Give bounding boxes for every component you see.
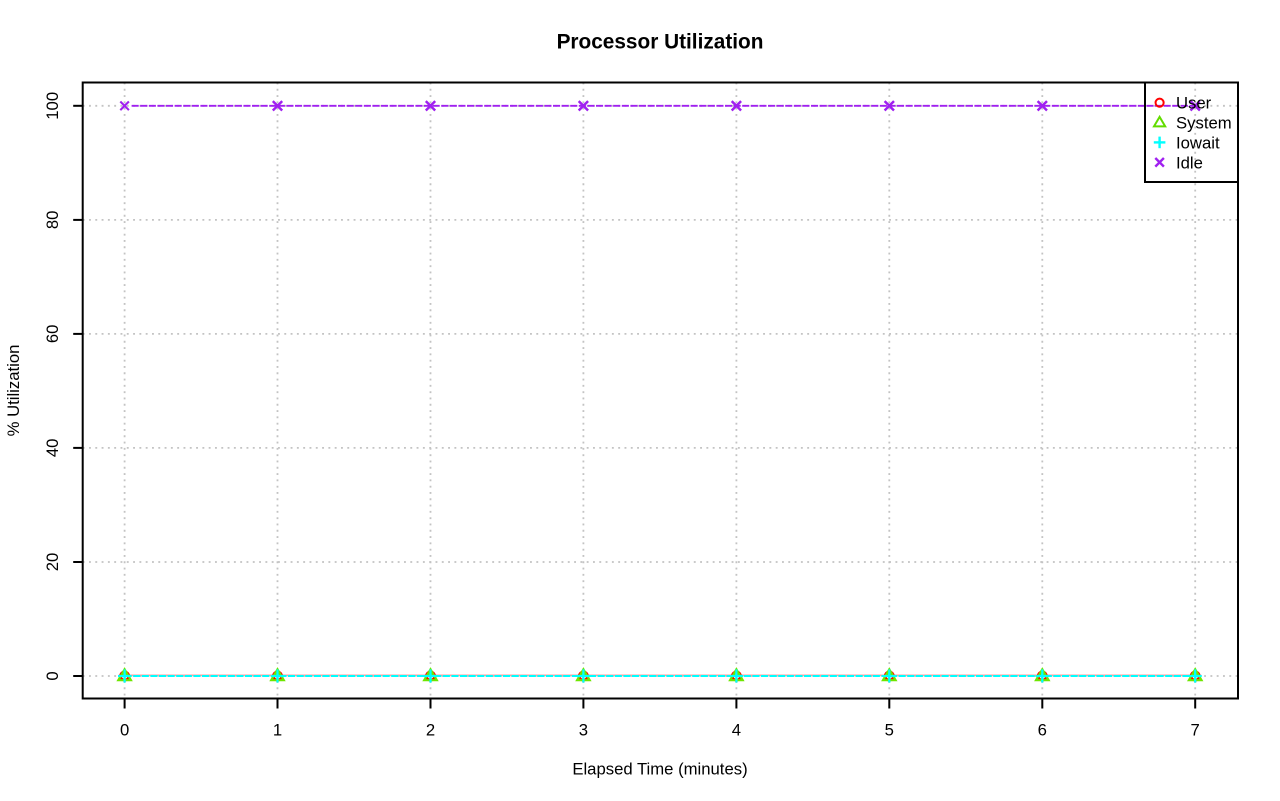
svg-text:6: 6: [1038, 720, 1047, 739]
svg-text:1: 1: [273, 720, 282, 739]
svg-text:60: 60: [43, 325, 62, 344]
svg-text:40: 40: [43, 439, 62, 458]
svg-text:4: 4: [732, 720, 741, 739]
svg-text:7: 7: [1191, 720, 1200, 739]
svg-text:0: 0: [120, 720, 129, 739]
svg-text:0: 0: [43, 671, 62, 680]
svg-text:2: 2: [426, 720, 435, 739]
svg-text:Iowait: Iowait: [1176, 133, 1220, 152]
svg-text:20: 20: [43, 553, 62, 572]
svg-text:3: 3: [579, 720, 588, 739]
svg-text:% Utilization: % Utilization: [4, 345, 23, 437]
svg-text:Elapsed Time (minutes): Elapsed Time (minutes): [572, 760, 747, 779]
svg-text:Processor Utilization: Processor Utilization: [557, 31, 764, 54]
svg-text:100: 100: [43, 92, 62, 120]
svg-text:5: 5: [885, 720, 894, 739]
svg-text:80: 80: [43, 211, 62, 230]
svg-text:User: User: [1176, 94, 1212, 113]
svg-text:Idle: Idle: [1176, 153, 1203, 172]
svg-text:System: System: [1176, 114, 1232, 133]
